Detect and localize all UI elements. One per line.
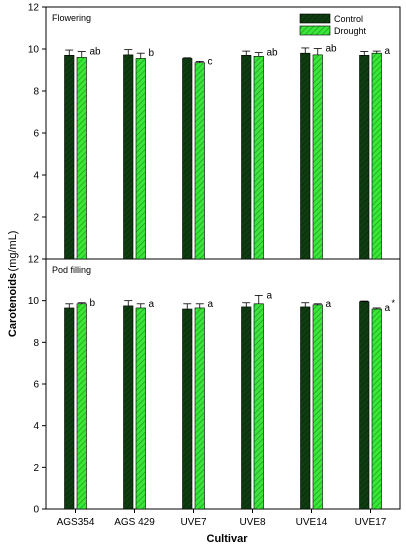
bar-drought-uve7: [194, 62, 205, 260]
significance-star: *: [392, 298, 396, 308]
significance-letter: ab: [326, 44, 338, 55]
bar-control-uve17: [359, 301, 370, 510]
x-tick-label: UVE8: [239, 517, 266, 528]
legend-swatch-drought: [299, 25, 331, 36]
plot-frame: [45, 6, 401, 510]
y-tick-label: 10: [28, 296, 40, 307]
y-tick-label: 4: [33, 171, 39, 182]
bar-control-uve14: [300, 52, 311, 260]
bar-control-uve14: [300, 306, 311, 510]
x-tick-label: UVE14: [296, 517, 328, 528]
significance-letter: a: [267, 290, 273, 301]
significance-letter: ab: [267, 48, 279, 59]
bar-control-uve8: [241, 54, 252, 260]
y-tick-label: 2: [33, 213, 39, 224]
y-tick-label: 4: [33, 421, 39, 432]
y-tick-label: 0: [33, 505, 39, 516]
y-tick-label: 6: [33, 129, 39, 140]
y-tick-label: 12: [28, 3, 40, 14]
significance-letter: ab: [90, 47, 102, 58]
bar-control-ags429: [123, 54, 134, 260]
significance-letter: a: [385, 303, 391, 314]
y-tick-label: 10: [28, 45, 40, 56]
bar-drought-ags354: [76, 57, 87, 260]
bar-control-uve7: [182, 308, 193, 510]
y-tick-label: 8: [33, 87, 39, 98]
y-tick-label: 2: [33, 463, 39, 474]
y-tick-label: 8: [33, 338, 39, 349]
significance-letter: a: [208, 299, 214, 310]
bar-drought-ags429: [135, 307, 146, 510]
panel-label: Flowering: [52, 13, 91, 23]
x-tick-label: UVE7: [180, 517, 207, 528]
x-tick-label: AGS354: [57, 517, 95, 528]
bar-control-ags354: [64, 307, 75, 510]
x-axis-label: Cultivar: [207, 533, 249, 545]
bar-control-ags354: [64, 54, 75, 260]
x-tick-label: AGS 429: [114, 517, 155, 528]
y-tick-label: 12: [28, 255, 40, 266]
bar-drought-uve14: [312, 304, 323, 510]
bar-drought-uve17: [371, 308, 382, 510]
legend-label-control: Control: [334, 14, 363, 24]
significance-letter: b: [90, 298, 96, 309]
bar-drought-ags429: [135, 58, 146, 260]
bar-control-uve17: [359, 54, 370, 260]
bar-control-uve8: [241, 306, 252, 510]
y-tick-label: 6: [33, 380, 39, 391]
significance-letter: b: [149, 48, 155, 59]
bar-drought-ags354: [76, 303, 87, 510]
bar-control-uve7: [182, 58, 193, 260]
panel-1: Flowering 2 4 6 8 10 12 ab b c ab ab a: [28, 3, 391, 260]
bar-drought-uve8: [253, 303, 264, 510]
bar-drought-uve8: [253, 56, 264, 260]
legend-swatch-control: [299, 13, 331, 24]
significance-letter: a: [149, 299, 155, 310]
bar-drought-uve14: [312, 54, 323, 260]
significance-letter: c: [208, 56, 213, 67]
bar-drought-uve17: [371, 52, 382, 260]
bar-drought-uve7: [194, 307, 205, 510]
legend: Control Drought: [299, 13, 367, 36]
legend-label-drought: Drought: [334, 26, 367, 36]
x-tick-label: UVE17: [355, 517, 387, 528]
significance-letter: a: [326, 299, 332, 310]
bar-control-ags429: [123, 305, 134, 510]
y-axis-label: Carotenoids: [7, 273, 19, 337]
panel-label: Pod filling: [52, 265, 91, 275]
y-axis-unit: (mg/mL): [7, 231, 19, 272]
significance-letter: a: [385, 46, 391, 57]
